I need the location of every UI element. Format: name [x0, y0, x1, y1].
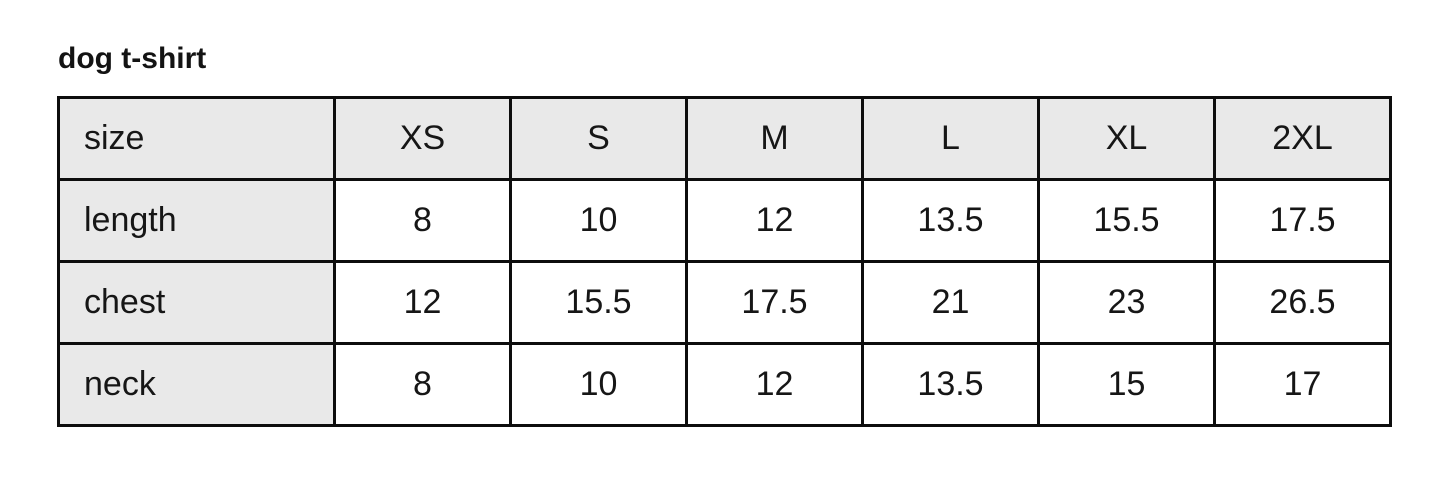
- cell-length-s: 10: [509, 178, 688, 263]
- column-header-2xl: 2XL: [1213, 96, 1392, 181]
- column-header-xl: XL: [1037, 96, 1216, 181]
- header-row: size XS S M L XL 2XL: [57, 96, 1392, 181]
- cell-chest-2xl: 26.5: [1213, 260, 1392, 345]
- row-label-length: length: [57, 178, 336, 263]
- cell-chest-s: 15.5: [509, 260, 688, 345]
- cell-neck-2xl: 17: [1213, 342, 1392, 427]
- row-label-neck: neck: [57, 342, 336, 427]
- chart-title: dog t-shirt: [58, 42, 207, 75]
- column-header-l: L: [861, 96, 1040, 181]
- column-header-m: M: [685, 96, 864, 181]
- cell-chest-xl: 23: [1037, 260, 1216, 345]
- cell-chest-l: 21: [861, 260, 1040, 345]
- cell-neck-s: 10: [509, 342, 688, 427]
- cell-neck-l: 13.5: [861, 342, 1040, 427]
- cell-chest-m: 17.5: [685, 260, 864, 345]
- cell-neck-m: 12: [685, 342, 864, 427]
- row-label-chest: chest: [57, 260, 336, 345]
- cell-length-l: 13.5: [861, 178, 1040, 263]
- cell-length-2xl: 17.5: [1213, 178, 1392, 263]
- table-row-chest: chest 12 15.5 17.5 21 23 26.5: [57, 260, 1392, 345]
- table-row-neck: neck 8 10 12 13.5 15 17: [57, 342, 1392, 427]
- cell-length-xl: 15.5: [1037, 178, 1216, 263]
- cell-length-xs: 8: [333, 178, 512, 263]
- column-header-xs: XS: [333, 96, 512, 181]
- column-header-s: S: [509, 96, 688, 181]
- cell-length-m: 12: [685, 178, 864, 263]
- size-chart-table: size XS S M L XL 2XL length 8 10 12 13.5…: [57, 96, 1392, 427]
- cell-neck-xl: 15: [1037, 342, 1216, 427]
- cell-neck-xs: 8: [333, 342, 512, 427]
- cell-chest-xs: 12: [333, 260, 512, 345]
- table-row-length: length 8 10 12 13.5 15.5 17.5: [57, 178, 1392, 263]
- column-header-size: size: [57, 96, 336, 181]
